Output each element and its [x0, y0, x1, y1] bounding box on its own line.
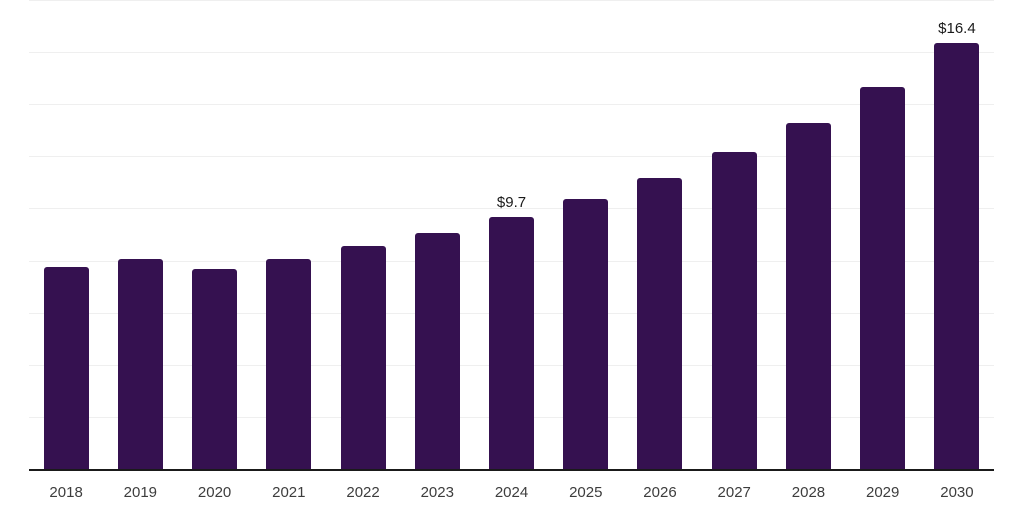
x-tick-2021: 2021 — [272, 484, 306, 501]
bar-2023 — [414, 232, 460, 470]
bar-cell-2021 — [252, 1, 326, 470]
bar-2020 — [192, 269, 238, 470]
x-tick-2023: 2023 — [420, 484, 454, 501]
bar-cell-2024: $9.7 — [474, 1, 548, 470]
x-tick-2026: 2026 — [643, 484, 677, 501]
bar-2024: $9.7 — [489, 194, 535, 470]
x-tick-2020: 2020 — [197, 484, 232, 501]
gridline-10 — [29, 208, 994, 210]
bar-cell-2020 — [177, 1, 251, 470]
x-axis-labels: 2018 2019 2020 2021 2022 2023 2024 2025 2026 2027… — [29, 483, 994, 502]
bar-cell-2025 — [549, 1, 623, 470]
bar-2019 — [117, 258, 163, 470]
bar-cell-2023 — [400, 1, 474, 470]
bar-2025 — [563, 199, 609, 470]
x-tick-2018: 2018 — [49, 484, 83, 501]
x-tick-2029: 2029 — [866, 484, 900, 501]
bar-2022 — [340, 245, 386, 470]
bar-cell-2018 — [29, 1, 103, 470]
bar-2026 — [637, 178, 683, 470]
bar-2027 — [711, 152, 757, 470]
plot-area: $9.7 $16.4 — [29, 0, 994, 471]
data-label-2030: $16.4 — [938, 19, 976, 37]
x-tick-2024: 2024 — [494, 484, 529, 501]
x-tick-2019: 2019 — [123, 484, 158, 501]
bar-2028 — [785, 123, 831, 470]
bars: $9.7 $16.4 — [29, 1, 994, 470]
gridline-12 — [29, 156, 994, 158]
bar-cell-2019 — [103, 1, 177, 470]
bar-cell-2022 — [326, 1, 400, 470]
bar-cell-2026 — [623, 1, 697, 470]
x-tick-2027: 2027 — [717, 484, 751, 501]
gridline-14 — [29, 104, 994, 106]
bar-2021 — [266, 258, 312, 470]
bar-cell-2029 — [846, 1, 920, 470]
bar-2029 — [860, 86, 906, 470]
data-label-2024: $9.7 — [496, 194, 527, 212]
gridline-16 — [29, 52, 994, 54]
x-tick-2028: 2028 — [791, 484, 826, 501]
x-tick-2025: 2025 — [569, 484, 603, 501]
x-axis-line — [29, 469, 994, 471]
gridline-18 — [29, 0, 994, 1]
bar-cell-2030: $16.4 — [920, 1, 994, 470]
bar-2018 — [43, 266, 89, 470]
bar-cell-2027 — [697, 1, 771, 470]
x-tick-2022: 2022 — [346, 484, 380, 501]
bar-cell-2028 — [771, 1, 845, 470]
x-tick-2030: 2030 — [940, 484, 974, 501]
bar-2030: $16.4 — [934, 20, 980, 470]
